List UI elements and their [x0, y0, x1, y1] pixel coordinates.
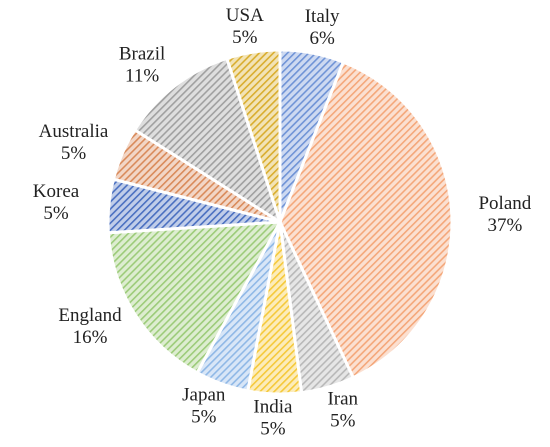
slice-name: Iran: [327, 389, 358, 410]
slice-name: Italy: [305, 6, 340, 27]
slice-name: Australia: [39, 121, 109, 142]
slice-name: Korea: [33, 181, 80, 202]
slice-label: 37%: [487, 215, 522, 236]
slice-label: 5%: [330, 411, 356, 432]
slice-name: India: [253, 396, 293, 417]
pie-slice: [224, 48, 282, 223]
slice-label: 5%: [61, 143, 87, 164]
pie-slice: [132, 56, 283, 226]
slice-label: 16%: [73, 327, 108, 348]
slice-name: England: [58, 305, 122, 326]
slice-label: 5%: [260, 418, 286, 439]
slice-label: 5%: [232, 27, 258, 48]
slice-label: 5%: [191, 407, 217, 428]
slice-label: 5%: [43, 203, 69, 224]
slice-label: 6%: [309, 28, 335, 49]
pie-slice: [278, 60, 454, 380]
pie-slice: [106, 220, 283, 375]
slice-name: USA: [226, 5, 264, 26]
slice-name: Brazil: [119, 44, 165, 65]
slice-label: 11%: [125, 66, 159, 87]
slice-name: Poland: [478, 193, 531, 214]
slice-name: Japan: [182, 385, 226, 406]
